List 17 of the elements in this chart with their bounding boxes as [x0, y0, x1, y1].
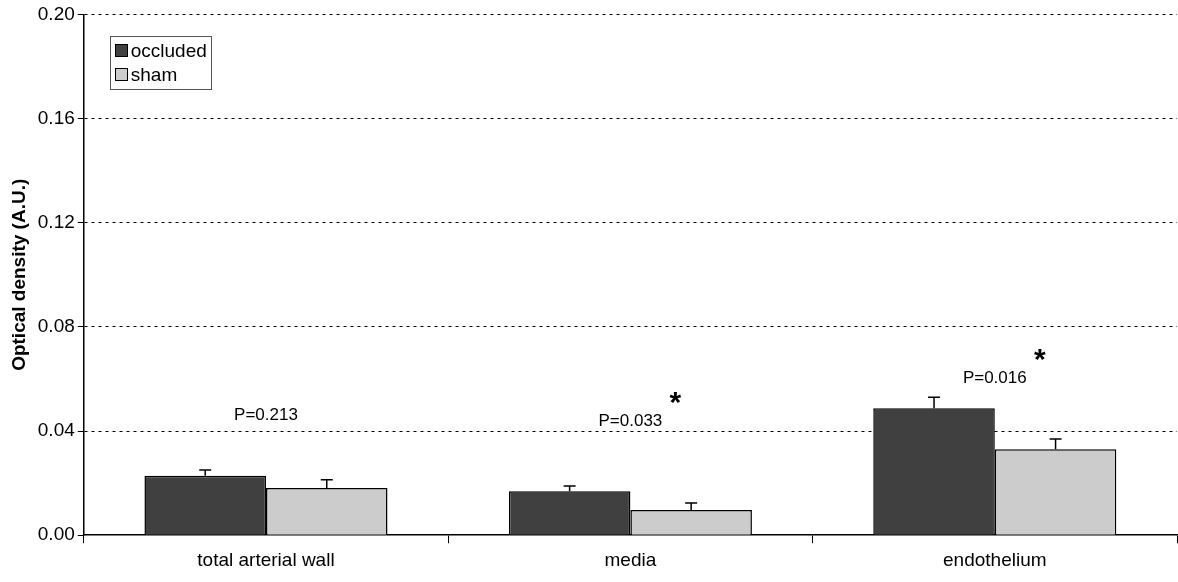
y-tick-label: 0.16: [37, 106, 75, 128]
annotation: P=0.033: [598, 410, 663, 430]
y-tick-label: 0.00: [37, 523, 75, 545]
legend-label: occluded: [129, 39, 207, 64]
annotation: P=0.016: [962, 367, 1027, 387]
y-tick-label: 0.12: [37, 210, 75, 232]
x-tick-label: media: [604, 548, 657, 570]
annotation: *: [669, 385, 682, 419]
y-tick-label: 0.20: [37, 2, 75, 24]
y-tick-label: 0.04: [37, 419, 76, 441]
x-tick-label: endothelium: [943, 548, 1047, 570]
y-axis-title: Optical density (A.U.): [7, 178, 29, 371]
legend-label: sham: [129, 63, 179, 88]
x-tick-label: total arterial wall: [197, 548, 335, 570]
annotation: *: [1033, 342, 1046, 376]
y-tick-label: 0.08: [37, 315, 75, 337]
annotation: P=0.213: [234, 404, 298, 424]
